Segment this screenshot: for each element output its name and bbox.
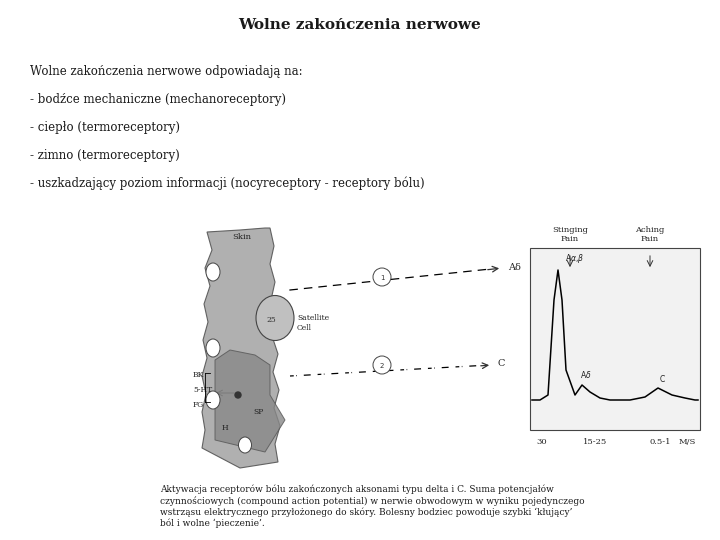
Circle shape: [373, 356, 391, 374]
Text: Satellite
Cell: Satellite Cell: [297, 314, 329, 332]
Ellipse shape: [206, 339, 220, 357]
Text: Aktywacja receptorów bólu zakończonych aksonami typu delta i C. Suma potencjałów: Aktywacja receptorów bólu zakończonych a…: [160, 485, 585, 528]
Text: Aching
Pain: Aching Pain: [635, 226, 665, 243]
Text: 5-HT: 5-HT: [193, 386, 212, 394]
Text: - zimno (termoreceptory): - zimno (termoreceptory): [30, 149, 180, 162]
Text: - uszkadzający poziom informacji (nocyreceptory - receptory bólu): - uszkadzający poziom informacji (nocyre…: [30, 177, 425, 191]
Ellipse shape: [206, 391, 220, 409]
Text: - ciepło (termoreceptory): - ciepło (termoreceptory): [30, 121, 180, 134]
Text: H: H: [222, 424, 229, 432]
Text: 0.5-1: 0.5-1: [649, 438, 671, 446]
Text: Wolne zakończenia nerwowe: Wolne zakończenia nerwowe: [238, 18, 482, 32]
Ellipse shape: [238, 437, 251, 453]
Circle shape: [235, 392, 241, 398]
Text: 1: 1: [379, 275, 384, 281]
Text: M/S: M/S: [679, 438, 696, 446]
Text: - bodźce mechaniczne (mechanoreceptory): - bodźce mechaniczne (mechanoreceptory): [30, 93, 286, 106]
Text: SP: SP: [253, 408, 264, 416]
Text: Skin: Skin: [233, 233, 251, 241]
Text: BK: BK: [193, 371, 204, 379]
Polygon shape: [215, 350, 285, 452]
Bar: [530, 248, 700, 430]
Circle shape: [373, 268, 391, 286]
Ellipse shape: [206, 263, 220, 281]
Text: FG: FG: [193, 401, 204, 409]
Text: Wolne zakończenia nerwowe odpowiadają na:: Wolne zakończenia nerwowe odpowiadają na…: [30, 65, 302, 78]
Text: C: C: [660, 375, 665, 384]
Text: A$\delta$: A$\delta$: [580, 369, 592, 380]
Ellipse shape: [256, 295, 294, 341]
Text: 25: 25: [266, 316, 276, 324]
Polygon shape: [202, 228, 280, 468]
Text: 15-25: 15-25: [583, 438, 607, 446]
Text: Stinging
Pain: Stinging Pain: [552, 226, 588, 243]
Text: C: C: [498, 360, 505, 368]
Text: Aδ: Aδ: [508, 262, 521, 272]
Text: A$\alpha$,$\beta$: A$\alpha$,$\beta$: [565, 252, 585, 265]
Text: 30: 30: [536, 438, 547, 446]
Text: 2: 2: [380, 363, 384, 369]
